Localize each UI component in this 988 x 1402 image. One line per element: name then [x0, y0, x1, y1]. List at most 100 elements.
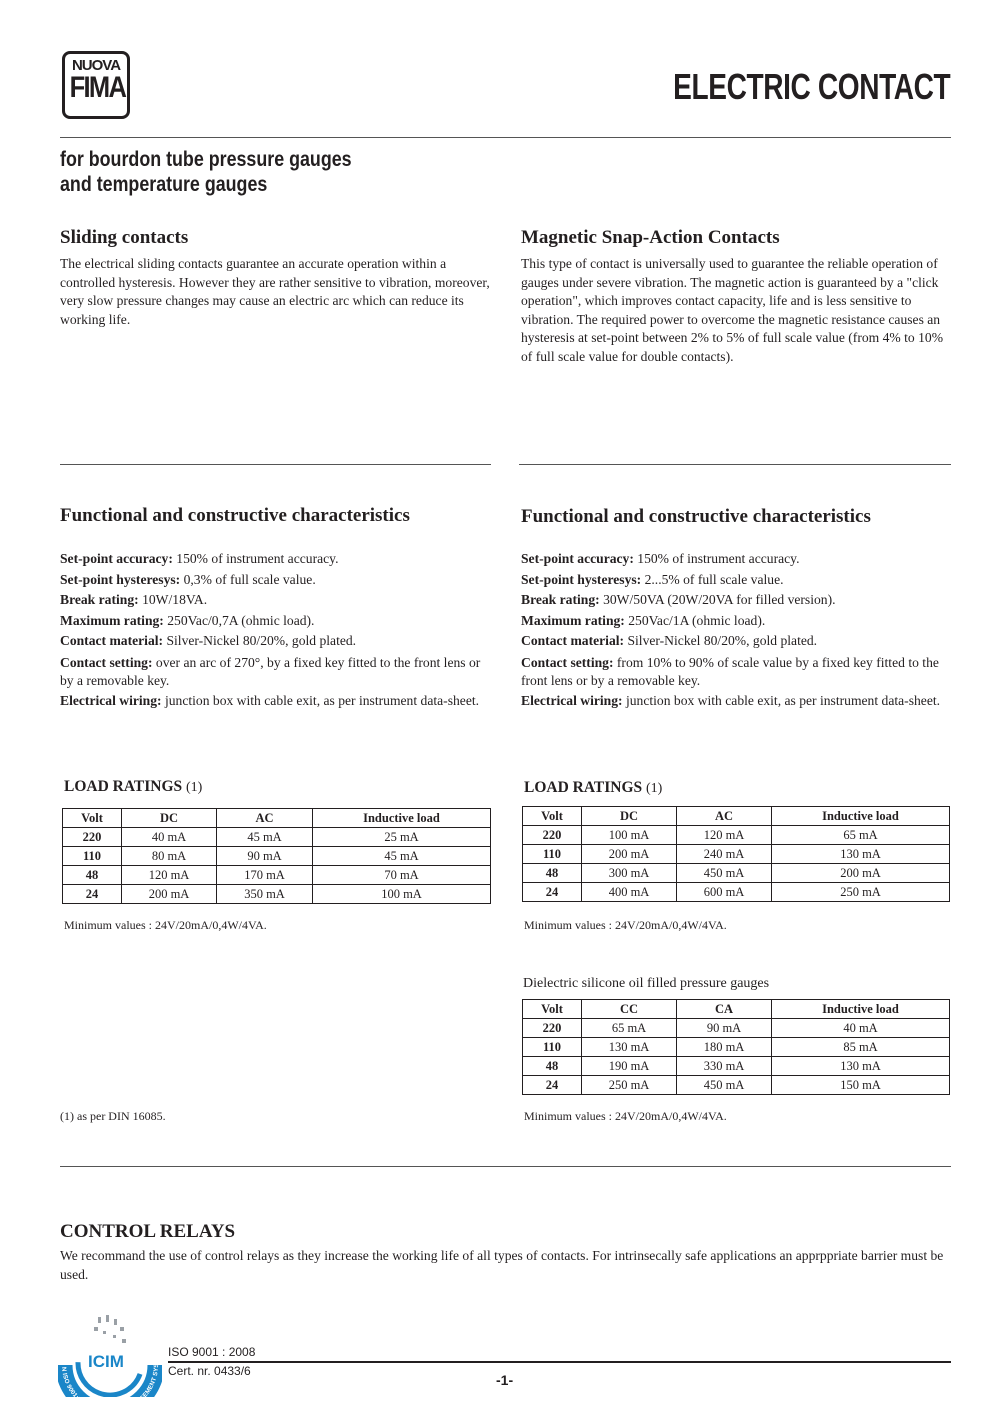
section-text: This type of contact is universally used… — [521, 256, 944, 364]
table-cell: 450 mA — [676, 863, 772, 883]
table-cell: 240 mA — [676, 844, 772, 864]
spec-list: Set-point accuracy: 150% of instrument a… — [60, 549, 490, 710]
table-cell: Inductive load — [771, 999, 950, 1019]
right-characteristics: Functional and constructive characterist… — [521, 506, 951, 710]
spec-label: Maximum rating: — [60, 612, 164, 628]
table-cell: 330 mA — [676, 1056, 772, 1076]
table-cell: 65 mA — [581, 1018, 677, 1038]
text-value: 250Vac/1A (ohmic load). — [624, 612, 766, 628]
table-cell: 65 mA — [771, 825, 950, 845]
text-value: 150% of instrument accuracy. — [633, 551, 800, 566]
table-cell: 48 — [522, 863, 582, 883]
table-cell: DC — [581, 806, 677, 826]
spec-item: Contact material: Silver-Nickel 80/20%, … — [60, 631, 490, 652]
table-cell: 24 — [62, 884, 122, 904]
table-cell: 24 — [522, 1075, 582, 1095]
divider — [519, 464, 951, 465]
table-row: 24 200 mA 350 mA 100 mA — [62, 884, 491, 904]
table-cell: Volt — [522, 999, 582, 1019]
subtitle-line-2: and temperature gauges — [60, 173, 268, 196]
table-cell: 25 mA — [312, 827, 491, 847]
spec-label: Set-point accuracy: — [521, 551, 634, 566]
table-cell: 150 mA — [771, 1075, 950, 1095]
oil-minimum-values: Minimum values : 24V/20mA/0,4W/4VA. — [524, 1109, 727, 1123]
text-value: 150% of instrument accuracy. — [172, 551, 339, 566]
footer-rule — [168, 1361, 951, 1363]
table-row: 220 40 mA 45 mA 25 mA — [62, 827, 491, 847]
table-row: 110 80 mA 90 mA 45 mA — [62, 846, 491, 866]
table-cell: 45 mA — [216, 827, 313, 847]
spec-label: Set-point accuracy: — [60, 551, 173, 566]
text-value: 2...5% of full scale value. — [641, 571, 784, 587]
spec-item: Contact setting: over an arc of 270°, by… — [60, 654, 490, 690]
table-cell: Volt — [522, 806, 582, 826]
table-cell: 200 mA — [581, 844, 677, 864]
icim-badge-icon: UNI EN ISO 9001:2008 CERTIFIED MANAGEMEN… — [55, 1310, 165, 1402]
text-value: junction box with cable exit, as per ins… — [622, 692, 941, 708]
table-cell: 24 — [522, 882, 582, 902]
table-header-row: Volt DC AC Inductive load — [62, 808, 491, 828]
table-row: 24 250 mA 450 mA 150 mA — [522, 1075, 950, 1095]
divider — [60, 1166, 951, 1167]
section-heading: Sliding contacts — [60, 227, 189, 248]
table-cell: 200 mA — [771, 863, 950, 883]
table-cell: 300 mA — [581, 863, 677, 883]
oil-load-ratings-table: Volt CC CA Inductive load 220 65 mA 90 mA 40 m… — [522, 999, 950, 1095]
table-row: 110 200 mA 240 mA 130 mA — [522, 844, 950, 864]
control-relays-text: We recommand the use of control relays a… — [60, 1248, 944, 1282]
spec-label: Electrical wiring: — [60, 692, 162, 708]
text-value: LOAD RATINGS — [524, 779, 643, 796]
spec-label: Electrical wiring: — [521, 692, 623, 708]
table-row: 48 190 mA 330 mA 130 mA — [522, 1056, 950, 1076]
table-cell: CC — [581, 999, 677, 1019]
table-cell: 250 mA — [581, 1075, 677, 1095]
spec-label: Contact setting: — [60, 654, 153, 670]
table-row: 48 120 mA 170 mA 70 mA — [62, 865, 491, 885]
text-value: Silver-Nickel 80/20%, gold plated. — [163, 633, 357, 648]
table-cell: 48 — [62, 865, 122, 885]
spec-item: Set-point hysteresys: 0,3% of full scale… — [60, 570, 490, 591]
spec-label: Break rating: — [521, 592, 600, 607]
section-text: The electrical sliding contacts guarante… — [60, 256, 490, 327]
spec-item: Set-point accuracy: 150% of instrument a… — [521, 549, 951, 570]
table-cell: CA — [676, 999, 772, 1019]
table-row: 48 300 mA 450 mA 200 mA — [522, 863, 950, 883]
table-cell: 180 mA — [676, 1037, 772, 1057]
text-value: 250Vac/0,7A (ohmic load). — [163, 612, 315, 628]
table-cell: 220 — [522, 825, 582, 845]
table-cell: 130 mA — [771, 844, 950, 864]
spec-item: Contact setting: from 10% to 90% of scal… — [521, 654, 951, 690]
minimum-values: Minimum values : 24V/20mA/0,4W/4VA. — [64, 918, 267, 932]
spec-item: Maximum rating: 250Vac/0,7A (ohmic load)… — [60, 611, 490, 632]
spec-item: Electrical wiring: junction box with cab… — [521, 692, 951, 710]
subtitle-line-1: for bourdon tube pressure gauges — [60, 148, 352, 171]
oil-table-caption: Dielectric silicone oil filled pressure … — [523, 976, 770, 991]
spec-label: Break rating: — [60, 592, 139, 607]
subtitle: for bourdon tube pressure gauges and tem… — [60, 147, 352, 197]
page-title: ELECTRIC CONTACT — [672, 66, 951, 107]
control-relays-section: CONTROL RELAYS We recommand the use of c… — [60, 1221, 955, 1284]
icim-certification-logo: UNI EN ISO 9001:2008 CERTIFIED MANAGEMEN… — [55, 1310, 165, 1402]
spec-label: Contact setting: — [521, 654, 614, 670]
table-cell: 40 mA — [771, 1018, 950, 1038]
text-value: 0,3% of full scale value. — [180, 571, 316, 587]
table-cell: 45 mA — [312, 846, 491, 866]
table-cell: 110 — [62, 846, 122, 866]
table-cell: 250 mA — [771, 882, 950, 902]
spec-item: Contact material: Silver-Nickel 80/20%, … — [521, 631, 951, 652]
text-value: junction box with cable exit, as per ins… — [161, 692, 480, 708]
page-number: -1- — [496, 1372, 514, 1388]
load-ratings-table: Volt DC AC Inductive load 220 40 mA 45 mA 25 m… — [62, 808, 491, 904]
characteristics-heading: Functional and constructive characterist… — [60, 505, 410, 526]
spec-item: Set-point hysteresys: 2...5% of full sca… — [521, 570, 951, 591]
icim-logo-text: ICIM — [88, 1352, 124, 1371]
section-heading: Magnetic Snap-Action Contacts — [521, 227, 780, 248]
table-cell: 350 mA — [216, 884, 313, 904]
table-cell: 100 mA — [581, 825, 677, 845]
table-cell: 120 mA — [121, 865, 217, 885]
divider — [60, 464, 491, 465]
text-value: over an arc of 270°, by a fixed key fitt… — [60, 654, 481, 688]
table-cell: 170 mA — [216, 865, 313, 885]
spec-label: Contact material: — [521, 633, 625, 648]
load-ratings-title: LOAD RATINGS (1) — [524, 779, 662, 797]
